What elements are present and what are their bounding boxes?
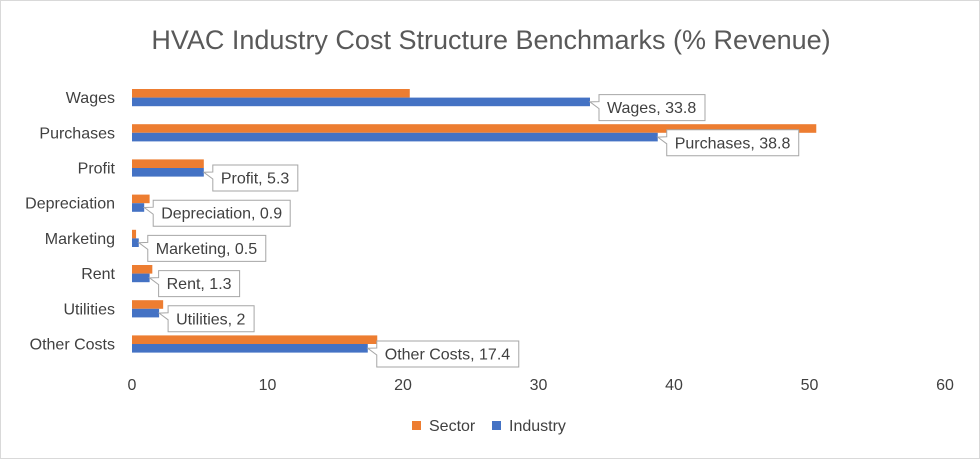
data-label: Purchases, 38.8 xyxy=(675,135,791,152)
x-tick-label: 0 xyxy=(128,377,137,394)
x-tick-label: 50 xyxy=(801,377,819,394)
bar-sector xyxy=(132,159,204,168)
bar-industry xyxy=(132,168,204,177)
category-label: Profit xyxy=(78,161,116,178)
category-labels: Wages Purchases Profit Depreciation Marketin… xyxy=(25,90,115,353)
category-label: Wages xyxy=(66,90,115,107)
bar-sector xyxy=(132,335,378,344)
chart-title: HVAC Industry Cost Structure Benchmarks … xyxy=(151,25,830,55)
bar-industry xyxy=(132,203,145,212)
data-label: Wages, 33.8 xyxy=(607,100,696,117)
x-tick-label: 60 xyxy=(936,377,954,394)
data-label: Utilities, 2 xyxy=(176,311,245,328)
legend-label: Sector xyxy=(429,418,476,435)
bar-sector xyxy=(132,229,137,239)
bar-sector xyxy=(132,194,150,204)
legend-swatch xyxy=(492,421,501,430)
data-label-callout xyxy=(202,164,299,192)
data-label: Rent, 1.3 xyxy=(167,276,232,293)
bar-sector xyxy=(132,265,153,274)
bars xyxy=(132,89,817,353)
category-label: Other Costs xyxy=(30,337,115,354)
data-label-callout xyxy=(137,234,267,262)
value-axis: 0 10 20 30 40 50 60 xyxy=(128,377,954,394)
data-label: Depreciation, 0.9 xyxy=(161,206,282,223)
category-label: Rent xyxy=(81,266,115,283)
bar-industry xyxy=(132,238,139,247)
data-label: Marketing, 0.5 xyxy=(156,241,257,258)
data-label-callout xyxy=(656,129,800,157)
category-label: Marketing xyxy=(45,231,115,248)
data-label-callout xyxy=(142,199,291,227)
data-label-callout xyxy=(148,270,241,298)
x-tick-label: 30 xyxy=(530,377,548,394)
data-label-callout xyxy=(366,340,520,368)
category-label: Purchases xyxy=(39,125,115,142)
bar-sector xyxy=(132,300,164,309)
bar-industry xyxy=(132,132,658,142)
x-tick-label: 10 xyxy=(259,377,277,394)
data-label: Profit, 5.3 xyxy=(221,171,290,188)
bar-sector xyxy=(132,124,817,133)
x-tick-label: 20 xyxy=(394,377,412,394)
bar-industry xyxy=(132,308,160,318)
x-tick-label: 40 xyxy=(665,377,683,394)
bar-industry xyxy=(132,344,368,353)
data-label: Other Costs, 17.4 xyxy=(385,347,510,364)
bar-industry xyxy=(132,97,590,107)
data-label-callout xyxy=(588,94,706,122)
category-label: Utilities xyxy=(63,301,115,318)
bar-sector xyxy=(132,89,410,98)
data-labels: Wages, 33.8 Purchases, 38.8 Profit, 5.3 Dep… xyxy=(137,94,800,368)
legend: Sector Industry xyxy=(412,418,566,435)
legend-swatch xyxy=(412,421,421,430)
bar-industry xyxy=(132,273,150,283)
category-label: Depreciation xyxy=(25,196,115,213)
legend-label: Industry xyxy=(509,418,566,435)
data-label-callout xyxy=(157,305,255,333)
